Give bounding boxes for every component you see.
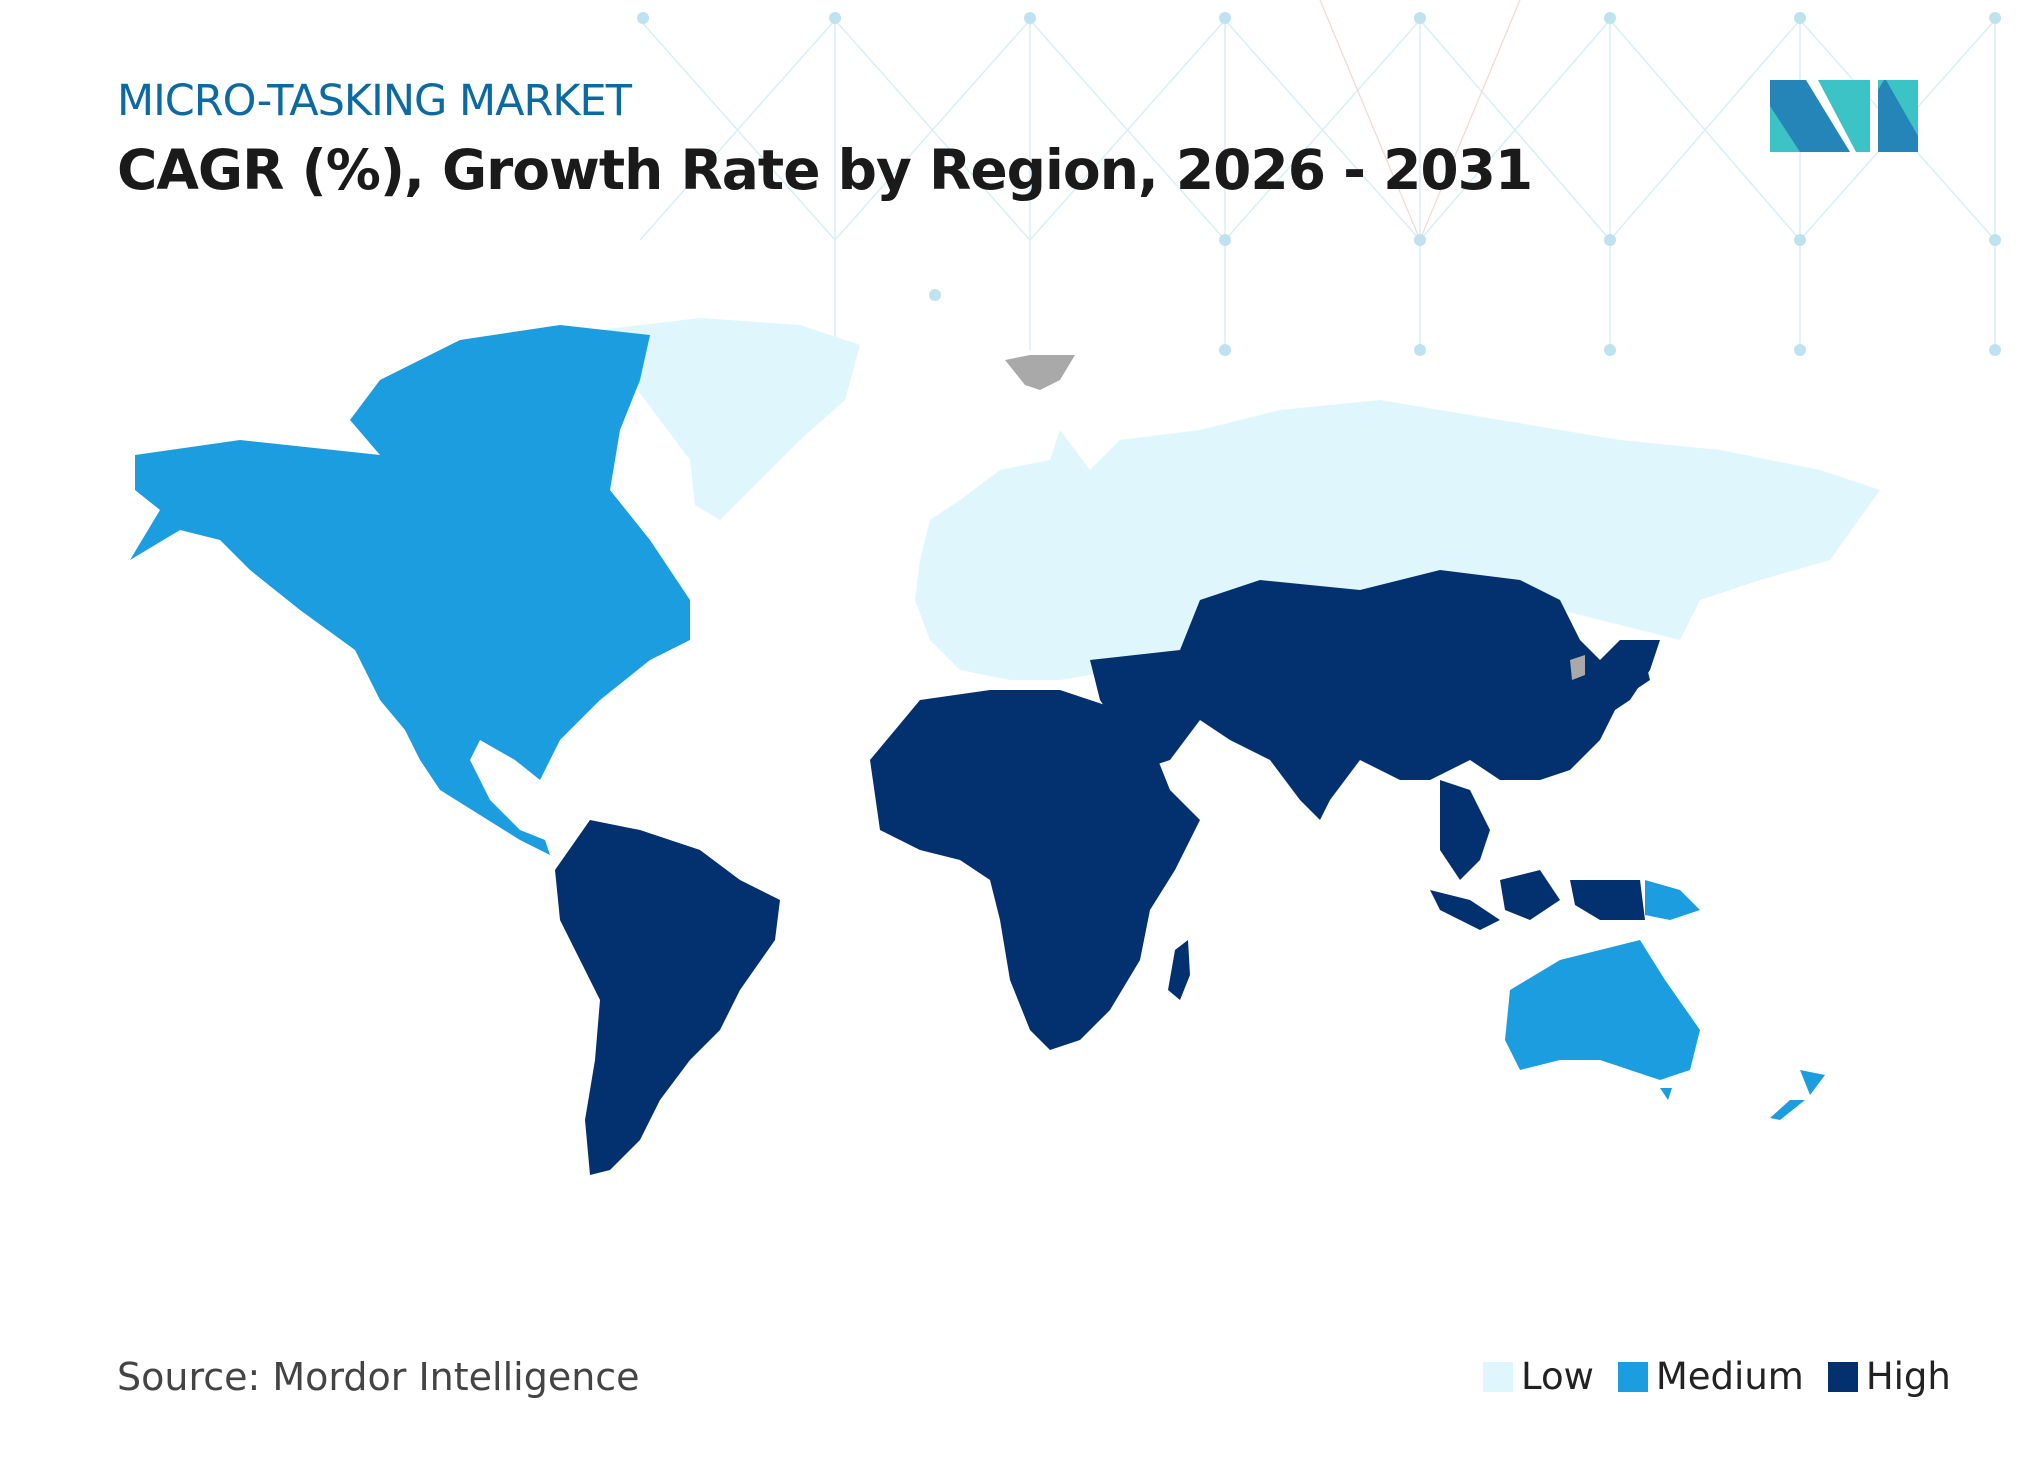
region-southeast-asia (1430, 780, 1645, 930)
legend-swatch-high (1827, 1361, 1858, 1392)
region-svalbard (1005, 355, 1075, 390)
legend-swatch-medium (1617, 1361, 1648, 1392)
mordor-intelligence-logo (1770, 80, 1918, 152)
legend-item-medium: Medium (1617, 1355, 1804, 1398)
legend-label-medium: Medium (1655, 1355, 1804, 1398)
region-north-america (130, 325, 690, 855)
region-tasmania (1660, 1088, 1672, 1100)
legend-label-low: Low (1521, 1355, 1594, 1398)
region-australia (1505, 940, 1700, 1080)
region-madagascar (1168, 940, 1190, 1000)
region-greenland (600, 318, 860, 520)
background-network-pattern (637, 0, 2001, 356)
region-papua-new-guinea (1645, 880, 1700, 920)
region-europe-russia (915, 400, 1880, 680)
legend-swatch-low (1483, 1361, 1513, 1392)
legend-item-high: High (1827, 1355, 1951, 1398)
region-south-america (555, 820, 780, 1175)
legend: Low Medium High (1483, 1355, 1961, 1398)
source-note: Source: Mordor Intelligence (117, 1355, 640, 1399)
region-japan (1595, 640, 1660, 720)
world-choropleth-map (130, 318, 1880, 1175)
region-new-zealand (1770, 1070, 1825, 1120)
legend-item-low: Low (1483, 1355, 1594, 1398)
chart-subtitle: MICRO-TASKING MARKET (117, 76, 632, 126)
region-asia (1090, 570, 1650, 820)
region-north-korea (1570, 655, 1585, 680)
region-africa (870, 690, 1200, 1050)
legend-label-high: High (1865, 1355, 1951, 1398)
chart-title: CAGR (%), Growth Rate by Region, 2026 - … (117, 138, 1533, 202)
